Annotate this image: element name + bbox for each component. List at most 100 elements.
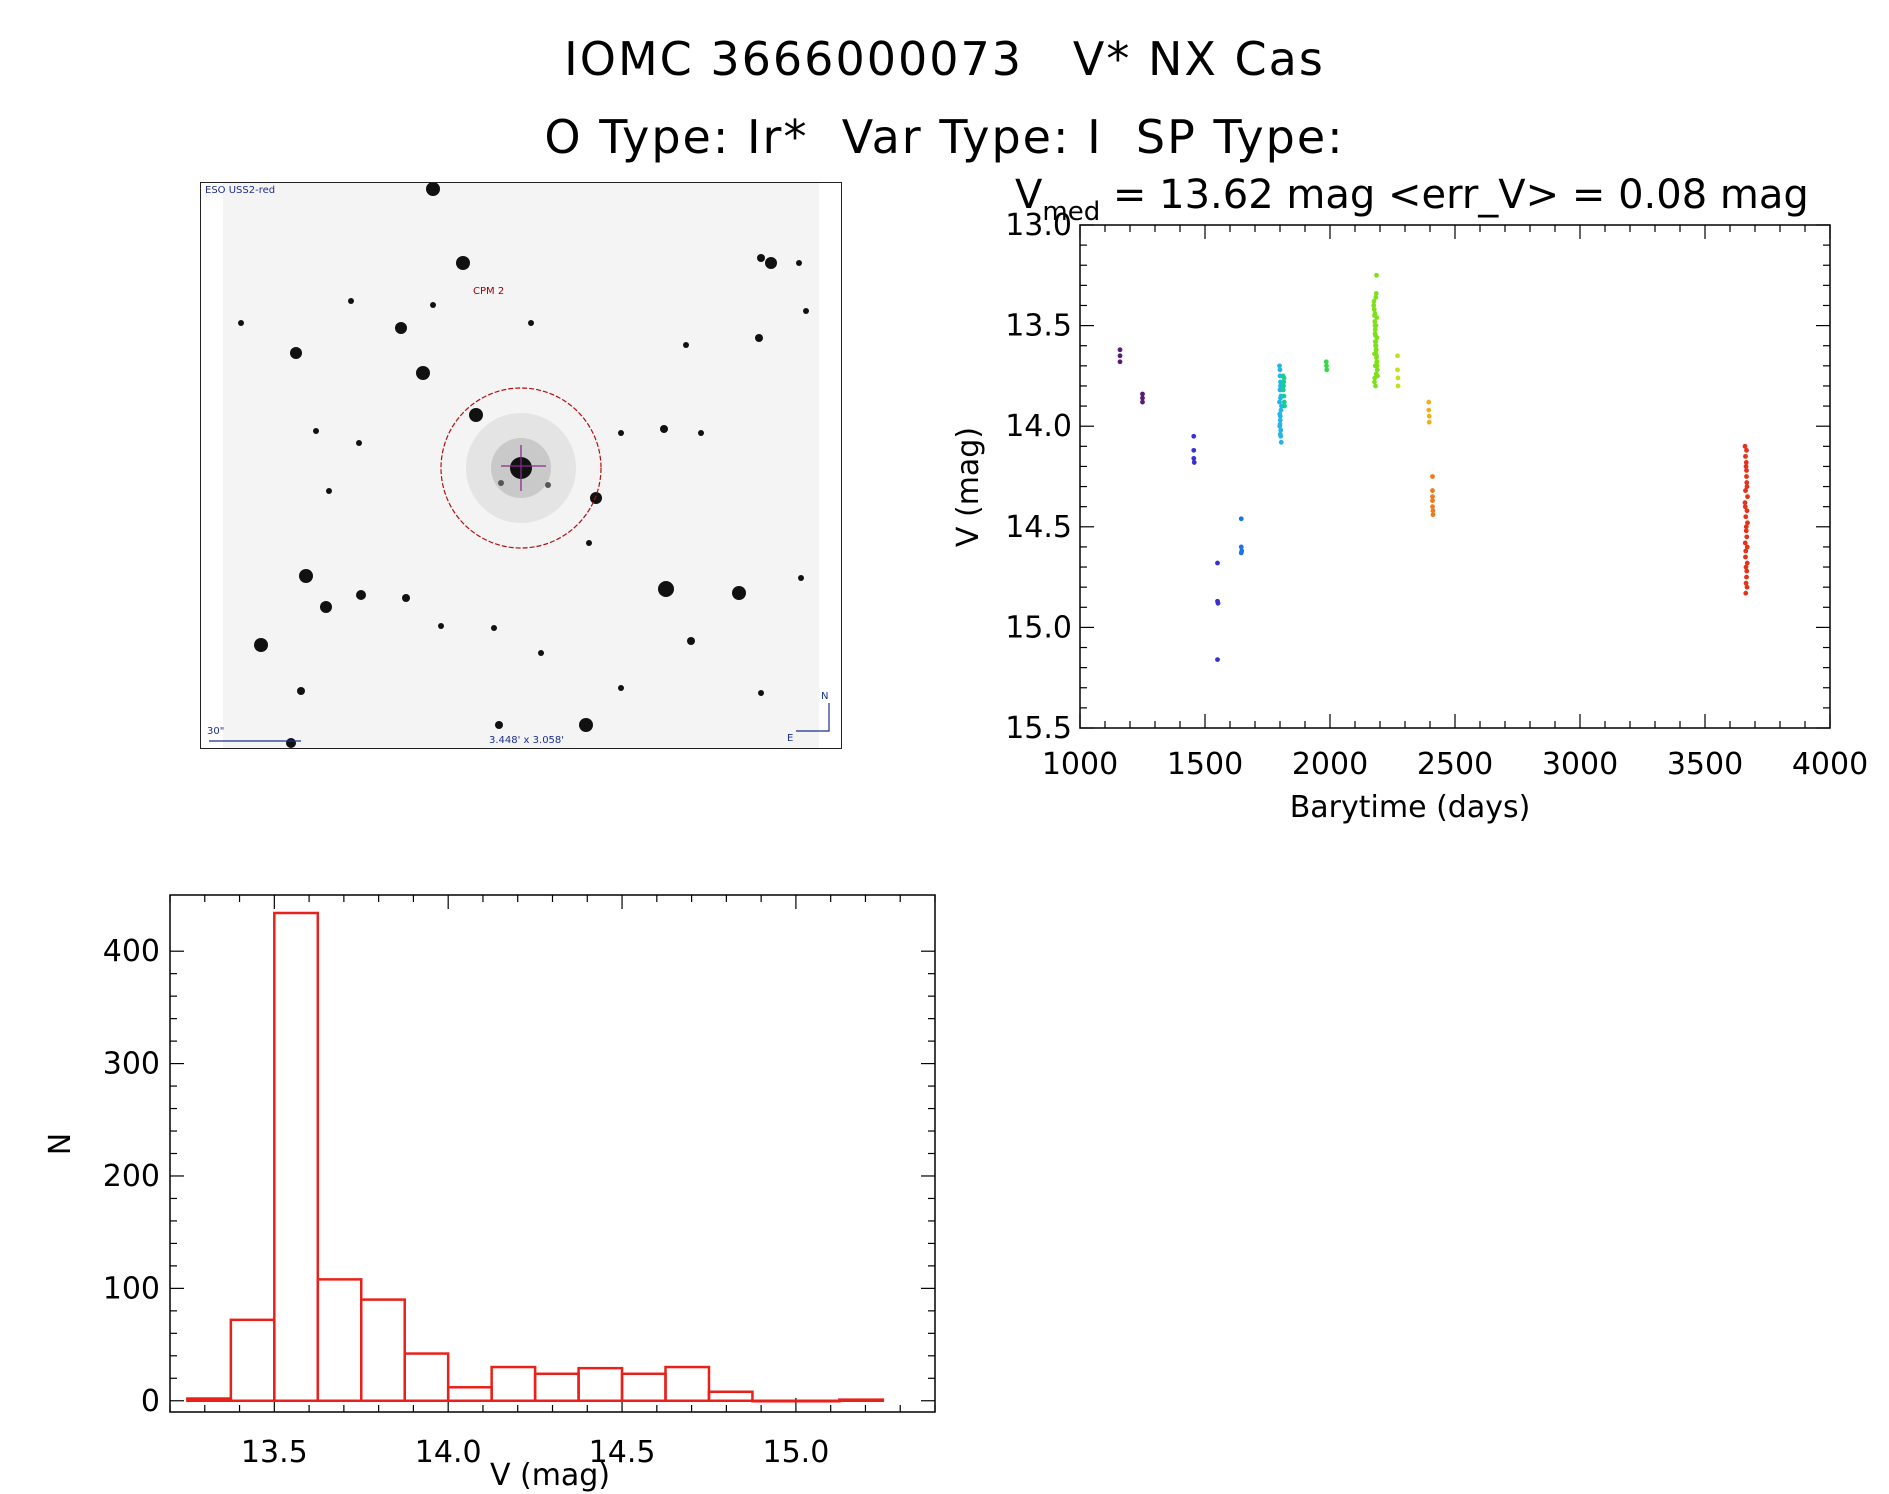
data-point: [1395, 353, 1400, 359]
data-point: [1280, 387, 1286, 393]
histogram-bar: [664, 1365, 711, 1403]
data-point: [1742, 500, 1748, 506]
data-point: [1743, 514, 1749, 520]
histogram-bar: [751, 1399, 798, 1403]
data-point: [1281, 399, 1287, 405]
data-point: [1215, 560, 1220, 566]
data-point: [1191, 433, 1197, 439]
data-point: [1140, 399, 1145, 405]
data-point: [1140, 391, 1145, 397]
y-tick-label: 15.0: [1005, 610, 1072, 645]
data-point: [1374, 359, 1380, 365]
aperture-circle: [440, 387, 602, 549]
data-point: [1744, 508, 1750, 514]
data-point: [1372, 379, 1377, 385]
data-point: [1278, 393, 1284, 399]
y-tick-label: 300: [103, 1047, 160, 1082]
data-point: [1375, 373, 1380, 379]
scale-label: 30": [207, 726, 225, 737]
data-point: [1743, 548, 1749, 554]
data-point: [1238, 516, 1244, 522]
data-point: [1372, 351, 1377, 357]
data-point: [1372, 375, 1378, 381]
histogram-bar: [490, 1365, 537, 1403]
data-point: [1744, 480, 1750, 485]
data-point: [1743, 464, 1749, 469]
data-point: [1277, 423, 1283, 429]
data-point: [1373, 339, 1379, 345]
data-point: [1278, 383, 1283, 389]
data-point: [1743, 488, 1748, 493]
data-point: [1278, 407, 1284, 413]
histogram-ylabel: N: [43, 1133, 78, 1155]
histogram-xlabel: V (mag): [490, 1458, 610, 1493]
data-point: [1395, 367, 1400, 373]
compass-icon: [796, 703, 830, 732]
data-point: [1372, 319, 1378, 324]
data-point: [1324, 367, 1330, 373]
data-point: [1277, 411, 1283, 417]
histogram-bar: [838, 1398, 885, 1403]
data-point: [1744, 484, 1750, 489]
data-point: [1430, 474, 1435, 479]
data-point: [1277, 373, 1283, 379]
x-tick-label: 14.5: [589, 1435, 656, 1470]
data-point: [1743, 528, 1749, 534]
data-point: [1743, 590, 1749, 596]
data-point: [1278, 427, 1284, 433]
data-point: [1371, 299, 1377, 304]
data-point: [1278, 395, 1283, 401]
survey-label: ESO USS2-red: [205, 185, 276, 196]
data-point: [1743, 580, 1749, 586]
data-point: [1426, 407, 1432, 413]
data-point: [1372, 323, 1378, 328]
histogram-bar: [316, 1278, 363, 1403]
data-point: [1278, 379, 1283, 385]
data-point: [1371, 307, 1377, 312]
data-point: [1430, 508, 1436, 514]
light-curve-title: Vmed = 13.62 mag <err_V> = 0.08 mag: [1015, 172, 1809, 227]
data-point: [1281, 379, 1287, 385]
data-point: [1430, 504, 1435, 510]
data-point: [1373, 371, 1379, 377]
data-point: [1743, 453, 1748, 459]
x-tick-label: 3500: [1667, 747, 1743, 782]
y-tick-label: 14.5: [1005, 510, 1072, 545]
data-point: [1744, 447, 1749, 453]
y-tick-label: 0: [141, 1384, 160, 1419]
data-point: [1430, 494, 1435, 500]
data-point: [1742, 443, 1748, 449]
histogram-bar: [620, 1372, 667, 1403]
histogram-bar: [577, 1366, 624, 1403]
data-point: [1430, 512, 1436, 518]
data-point: [1279, 403, 1284, 409]
histogram-bar: [229, 1318, 276, 1403]
x-tick-label: 1000: [1042, 747, 1118, 782]
y-tick-label: 15.5: [1005, 711, 1072, 746]
y-tick-label: 400: [103, 934, 160, 969]
data-point: [1374, 363, 1380, 369]
data-point: [1238, 544, 1244, 550]
data-point: [1374, 359, 1380, 365]
data-point: [1277, 363, 1282, 369]
data-point: [1744, 468, 1749, 473]
data-point: [1744, 568, 1750, 574]
light-curve-ylabel: V (mag): [951, 427, 986, 547]
data-point: [1281, 375, 1287, 381]
data-point: [1395, 375, 1401, 381]
histogram-bar: [186, 1397, 233, 1403]
title-rest: = 13.62 mag <err_V> = 0.08 mag: [1100, 172, 1809, 218]
histogram-bar: [794, 1399, 841, 1403]
data-point: [1324, 363, 1329, 369]
light-curve-xlabel: Barytime (days): [1290, 790, 1531, 825]
data-point: [1277, 421, 1283, 427]
data-point: [1373, 351, 1379, 357]
data-point: [1215, 657, 1220, 662]
data-point: [1374, 272, 1379, 278]
histogram-bar: [360, 1298, 406, 1403]
x-tick-label: 3000: [1542, 747, 1618, 782]
data-point: [1745, 520, 1750, 526]
data-point: [1239, 548, 1245, 554]
data-point: [1277, 367, 1283, 373]
data-point: [1323, 359, 1329, 365]
